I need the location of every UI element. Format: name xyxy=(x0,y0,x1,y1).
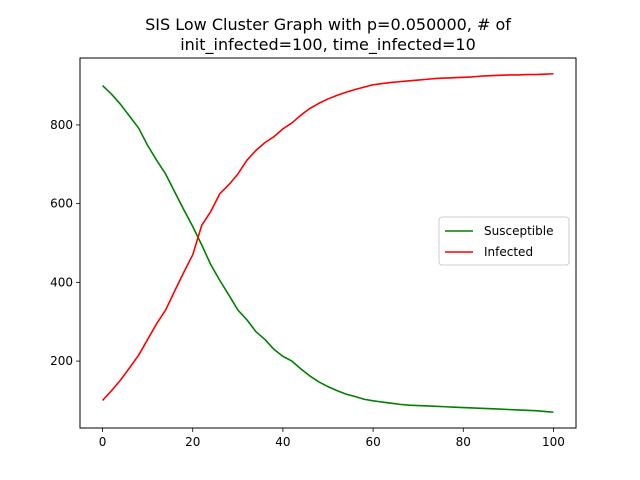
chart-title-line-1: SIS Low Cluster Graph with p=0.050000, #… xyxy=(145,15,511,34)
x-tick-label: 20 xyxy=(185,435,200,449)
series-line-susceptible xyxy=(101,84,554,414)
legend-label-susceptible: Susceptible xyxy=(484,224,553,238)
x-axis: 0 20 40 60 80 100 xyxy=(99,428,565,449)
y-tick-label: 800 xyxy=(50,118,73,132)
x-tick-label: 100 xyxy=(542,435,565,449)
legend: Susceptible Infected xyxy=(438,216,570,266)
legend-label-infected: Infected xyxy=(484,245,533,259)
series-line-infected xyxy=(101,72,554,401)
x-tick-label: 40 xyxy=(275,435,290,449)
x-tick-label: 80 xyxy=(456,435,471,449)
y-tick-label: 400 xyxy=(50,275,73,289)
chart-title-line-2: init_infected=100, time_infected=10 xyxy=(180,35,476,55)
y-axis: 200 400 600 800 xyxy=(50,118,80,368)
legend-box xyxy=(438,216,570,266)
plot-frame xyxy=(79,57,577,429)
x-tick-label: 60 xyxy=(365,435,380,449)
series-layer xyxy=(101,72,554,414)
y-tick-label: 200 xyxy=(50,354,73,368)
y-tick-label: 600 xyxy=(50,197,73,211)
x-tick-label: 0 xyxy=(99,435,107,449)
